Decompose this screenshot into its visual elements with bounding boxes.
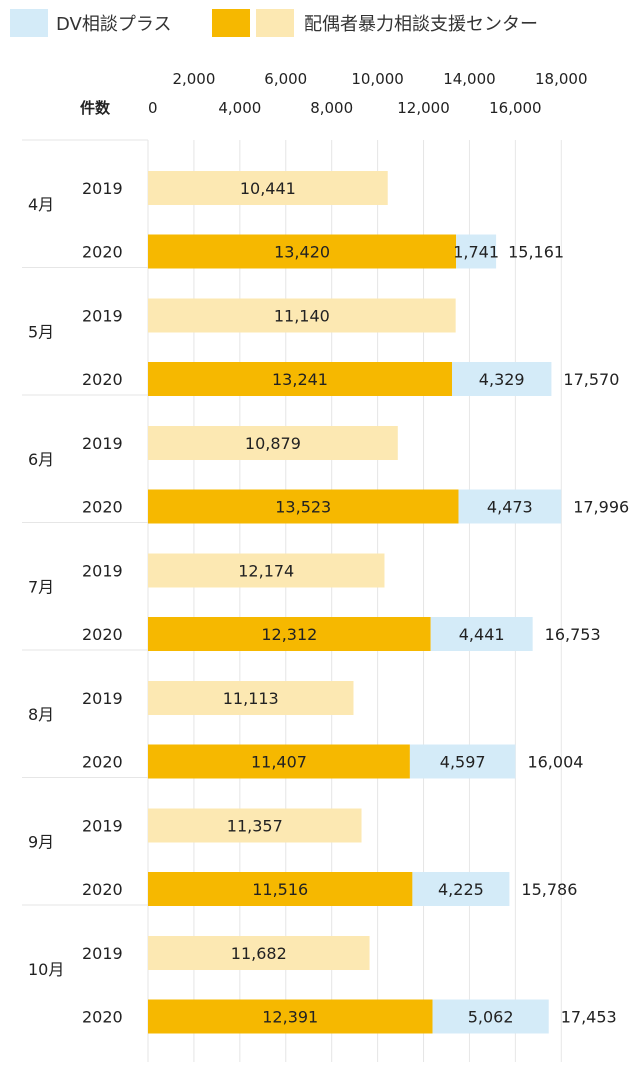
- year-label: 2019: [82, 434, 123, 453]
- tick-label-top: 10,000: [351, 70, 404, 88]
- bar-dv-2020: [458, 489, 562, 524]
- bar-value-label: 11,516: [252, 880, 308, 899]
- bar-dv-value-label: 4,225: [438, 880, 484, 899]
- bar-center-2019: [148, 808, 362, 843]
- tick-labels: 2,000 6,000 10,000 14,000 18,000 0 4,000 8,000 1…: [148, 70, 588, 117]
- bar-value-label: 13,420: [274, 243, 330, 262]
- year-label: 2019: [82, 179, 123, 198]
- year-label: 2019: [82, 689, 123, 708]
- bar-total-label: 17,996: [573, 498, 629, 517]
- bar-value-label: 12,312: [261, 625, 317, 644]
- bar-dv-2020: [430, 617, 533, 651]
- bar-total-label: 16,004: [527, 753, 583, 772]
- tick-label-top: 18,000: [535, 70, 588, 88]
- month-label: 5月: [28, 322, 54, 341]
- year-label: 2019: [82, 307, 123, 326]
- bar-value-label: 11,357: [227, 817, 283, 836]
- year-label: 2020: [82, 753, 123, 772]
- bar-dv-2020: [409, 744, 516, 779]
- bar-value-label: 11,140: [274, 307, 330, 326]
- bar-total-label: 15,161: [508, 243, 564, 262]
- month-label: 8月: [28, 705, 54, 724]
- bar-total-label: 17,453: [561, 1008, 617, 1027]
- bar-center-2019: [148, 553, 385, 588]
- bar-center-2019: [148, 426, 398, 460]
- bar-center-2019: [148, 298, 456, 333]
- year-label: 2019: [82, 562, 123, 581]
- bar-dv-2020: [412, 872, 510, 906]
- bar-value-label: 10,441: [240, 179, 296, 198]
- year-label: 2020: [82, 880, 123, 899]
- bar-dv-value-label: 4,473: [487, 498, 533, 517]
- tick-label-bottom: 0: [148, 99, 158, 117]
- bar-dv-value-label: 1,741: [453, 243, 499, 262]
- bar-dv-2020: [456, 234, 497, 269]
- tick-label-top: 14,000: [443, 70, 496, 88]
- bar-center-2020: [148, 362, 453, 396]
- legend-label-dv: DV相談プラス: [56, 14, 172, 35]
- bars: 4月 2019 10,441 2020 13,420 1,741 15,161 5月 2019 1…: [22, 139, 629, 1034]
- year-label: 2020: [82, 370, 123, 389]
- month-label: 6月: [28, 450, 54, 469]
- tick-label-bottom: 16,000: [489, 99, 542, 117]
- tick-label-bottom: 8,000: [310, 99, 353, 117]
- month-label: 7月: [28, 577, 54, 596]
- year-label: 2019: [82, 817, 123, 836]
- bar-dv-2020: [452, 362, 552, 396]
- bar-dv-value-label: 4,597: [440, 753, 486, 772]
- bar-center-2019: [148, 681, 354, 715]
- tick-label-bottom: 12,000: [397, 99, 450, 117]
- gridlines: [147, 140, 562, 1062]
- bar-center-2020: [148, 617, 431, 651]
- legend: DV相談プラス 配偶者暴力相談支援センター: [10, 9, 538, 37]
- year-label: 2020: [82, 243, 123, 262]
- bar-value-label: 11,407: [251, 753, 307, 772]
- tick-label-bottom: 4,000: [218, 99, 261, 117]
- bar-center-2020: [148, 744, 410, 779]
- bar-dv-value-label: 4,441: [459, 625, 505, 644]
- bar-value-label: 12,174: [238, 562, 294, 581]
- bar-dv-2020: [432, 999, 549, 1034]
- bar-value-label: 12,391: [262, 1008, 318, 1027]
- bar-center-2020: [148, 999, 433, 1034]
- legend-label-center: 配偶者暴力相談支援センター: [304, 14, 538, 35]
- tick-label-top: 6,000: [264, 70, 307, 88]
- bar-dv-value-label: 5,062: [468, 1008, 514, 1027]
- bar-value-label: 10,879: [245, 434, 301, 453]
- bar-value-label: 13,523: [275, 498, 331, 517]
- bar-center-2019: [148, 936, 370, 970]
- bar-total-label: 16,753: [545, 625, 601, 644]
- bar-center-2020: [148, 489, 459, 524]
- month-label: 10月: [28, 960, 64, 979]
- bar-center-2020: [148, 234, 457, 269]
- bar-center-2020: [148, 872, 413, 906]
- legend-swatch-dv: [10, 9, 48, 37]
- year-label: 2020: [82, 625, 123, 644]
- bar-value-label: 11,113: [223, 689, 279, 708]
- year-label: 2019: [82, 944, 123, 963]
- month-label: 9月: [28, 832, 54, 851]
- legend-swatch-center-2019: [256, 9, 294, 37]
- legend-swatch-center: [212, 9, 250, 37]
- axis-title: 件数: [80, 99, 111, 117]
- bar-total-label: 17,570: [563, 370, 619, 389]
- bar-value-label: 13,241: [272, 370, 328, 389]
- tick-label-top: 2,000: [172, 70, 215, 88]
- year-label: 2020: [82, 1008, 123, 1027]
- month-label: 4月: [28, 195, 54, 214]
- bar-center-2019: [148, 171, 388, 205]
- bar-value-label: 11,682: [231, 944, 287, 963]
- bar-total-label: 15,786: [521, 880, 577, 899]
- year-label: 2020: [82, 498, 123, 517]
- bar-dv-value-label: 4,329: [479, 370, 525, 389]
